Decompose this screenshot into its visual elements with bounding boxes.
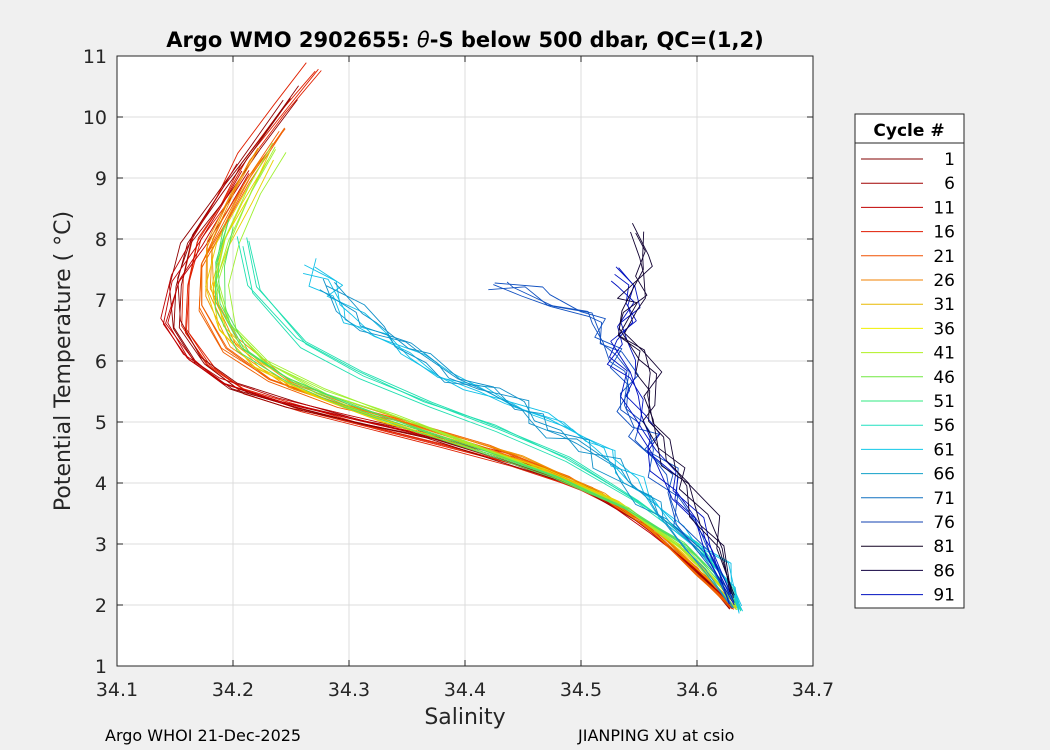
trace-black-blue — [624, 231, 735, 596]
legend-label: 16 — [933, 223, 955, 243]
y-tick-label: 3 — [95, 534, 107, 556]
footer-right: JIANPING XU at csio — [577, 726, 734, 745]
trace-green — [215, 219, 742, 610]
x-tick-label: 34.5 — [560, 679, 602, 701]
trace-steel — [326, 285, 730, 604]
legend-label: 66 — [933, 465, 955, 485]
legend: Cycle # 16111621263136414651566166717681… — [854, 113, 965, 609]
y-tick-label: 2 — [95, 595, 107, 617]
x-tick-label: 34.3 — [328, 679, 370, 701]
legend-label: 86 — [933, 561, 955, 581]
y-tick-label: 11 — [83, 46, 107, 68]
legend-label: 76 — [933, 513, 955, 533]
trace-navy — [606, 280, 735, 603]
trace-steel — [334, 282, 733, 609]
legend-label: 26 — [933, 271, 955, 291]
y-tick-label: 9 — [95, 168, 107, 190]
legend-label: 41 — [933, 344, 955, 364]
trace-blue — [506, 281, 734, 597]
chart-title: Argo WMO 2902655: θ-S below 500 dbar, QC… — [166, 28, 763, 52]
legend-label: 36 — [933, 319, 955, 339]
trace-green — [214, 225, 741, 610]
legend-label: 1 — [944, 150, 955, 170]
y-axis-label: Potential Temperature ( °C) — [51, 211, 76, 511]
legend-label: 11 — [933, 198, 955, 218]
legend-label: 71 — [933, 489, 955, 509]
trace-lime — [228, 152, 739, 610]
trace-cyan — [314, 266, 743, 607]
x-tick-label: 34.4 — [444, 679, 486, 701]
trace-cyan — [308, 258, 744, 612]
legend-label: 46 — [933, 368, 955, 388]
grid-lines — [117, 56, 813, 666]
trace-steel — [319, 289, 734, 609]
y-tick-label: 4 — [95, 473, 107, 495]
legend-box — [854, 113, 965, 609]
legend-label: 31 — [933, 295, 955, 315]
y-tick-label: 8 — [95, 229, 107, 251]
legend-title: Cycle # — [873, 121, 944, 141]
x-tick-label: 34.2 — [212, 679, 254, 701]
legend-label: 61 — [933, 440, 955, 460]
legend-label: 51 — [933, 392, 955, 412]
trace-blue — [493, 284, 735, 597]
legend-label: 6 — [944, 174, 955, 194]
legend-label: 91 — [933, 586, 955, 606]
y-tick-label: 6 — [95, 351, 107, 373]
y-tick-label: 1 — [95, 656, 107, 678]
y-tick-label: 10 — [83, 107, 107, 129]
footer-left: Argo WHOI 21-Dec-2025 — [105, 726, 301, 745]
y-axis-ticks: 1 2 3 4 5 6 7 8 9 10 11 — [83, 46, 813, 678]
x-axis-ticks: 34.1 34.2 34.3 34.4 34.5 34.6 34.7 — [96, 56, 834, 701]
legend-label: 56 — [933, 416, 955, 436]
legend-label: 81 — [933, 537, 955, 557]
trace-black-blue — [617, 222, 734, 599]
data-traces — [160, 62, 744, 614]
legend-label: 21 — [933, 247, 955, 267]
x-axis-label: Salinity — [424, 705, 505, 730]
x-tick-label: 34.6 — [676, 679, 718, 701]
x-tick-label: 34.7 — [792, 679, 834, 701]
y-tick-label: 7 — [95, 290, 107, 312]
y-tick-label: 5 — [95, 412, 107, 434]
trace-black-blue — [617, 231, 732, 595]
x-tick-label: 34.1 — [96, 679, 138, 701]
trace-teal — [248, 240, 742, 610]
trace-red — [160, 163, 731, 606]
